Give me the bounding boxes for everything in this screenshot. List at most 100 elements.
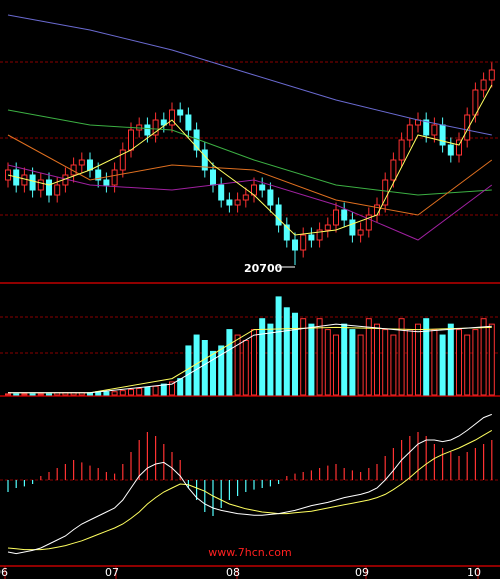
- volume-bar: [251, 329, 257, 396]
- volume-bar: [324, 329, 331, 396]
- candle-body: [292, 239, 298, 251]
- candle-body: [423, 119, 430, 136]
- candle-body: [201, 149, 208, 171]
- volume-bar: [447, 323, 454, 396]
- volume-bar: [242, 340, 249, 396]
- low-annotation: 20700: [244, 262, 283, 275]
- candle-body: [447, 144, 454, 156]
- volume-bar: [103, 391, 110, 396]
- candle-body: [210, 169, 216, 186]
- candle-body: [160, 119, 167, 126]
- volume-bar: [415, 323, 421, 396]
- candle-body: [439, 124, 446, 146]
- volume-bar: [210, 350, 216, 396]
- x-tick-label: 10: [467, 566, 481, 579]
- dea-line: [7, 429, 493, 551]
- candle-body: [152, 119, 159, 136]
- candle-body: [324, 224, 331, 231]
- volume-ma-line: [8, 323, 492, 394]
- volume-bar: [357, 334, 364, 396]
- volume-bar: [128, 389, 134, 396]
- candle-body: [111, 169, 118, 186]
- volume-bar: [29, 393, 36, 396]
- x-tick-label: 06: [0, 566, 8, 579]
- volume-bar: [382, 329, 389, 396]
- volume-bar: [431, 329, 438, 396]
- volume-bar: [136, 387, 143, 396]
- candle-body: [480, 79, 487, 91]
- candle-body: [242, 194, 249, 201]
- volume-bar: [308, 323, 315, 396]
- volume-bar: [21, 393, 28, 396]
- candle-body: [406, 124, 413, 141]
- candle-body: [431, 124, 438, 136]
- x-tick-label: 07: [105, 566, 119, 579]
- volume-bar: [5, 393, 11, 396]
- candle-body: [21, 174, 28, 186]
- candle-body: [333, 209, 339, 226]
- candle-body: [390, 159, 397, 181]
- candle-body: [275, 204, 282, 226]
- candle-body: [488, 69, 495, 81]
- volume-bar: [472, 329, 479, 396]
- candle-body: [464, 114, 471, 141]
- volume-bar: [275, 296, 282, 396]
- candle-body: [365, 214, 372, 231]
- x-tick-label: 09: [355, 566, 369, 579]
- candle-body: [177, 109, 184, 116]
- volume-bar: [300, 318, 307, 396]
- candle-body: [357, 229, 364, 236]
- volume-bar: [398, 318, 405, 396]
- candle-body: [300, 234, 307, 251]
- volume-bar: [423, 318, 430, 396]
- volume-bar: [218, 345, 225, 396]
- candle-body: [78, 159, 85, 166]
- volume-bar: [259, 318, 266, 396]
- ma-line: [7, 109, 492, 196]
- volume-bar: [341, 323, 348, 396]
- volume-bar: [13, 393, 20, 396]
- volume-bar: [226, 329, 233, 396]
- candle-body: [185, 114, 192, 131]
- volume-bar: [283, 307, 290, 396]
- ma-line: [7, 14, 492, 136]
- candle-body: [382, 179, 389, 206]
- volume-bar: [406, 329, 413, 396]
- volume-bar: [488, 323, 495, 396]
- volume-bar: [169, 381, 175, 396]
- volume-bar: [333, 334, 339, 396]
- candle-body: [456, 139, 462, 156]
- candle-body: [95, 169, 102, 181]
- candle-body: [218, 184, 225, 201]
- candle-body: [29, 174, 36, 191]
- candle-body: [308, 234, 315, 241]
- candle-body: [169, 109, 175, 126]
- watermark: www.7hcn.com: [208, 546, 291, 559]
- candle-body: [87, 159, 93, 171]
- volume-bar: [144, 386, 151, 396]
- candle-body: [54, 184, 61, 196]
- volume-bar: [390, 334, 397, 396]
- volume-bar: [37, 393, 44, 396]
- volume-bar: [267, 323, 274, 396]
- candle-body: [103, 179, 110, 186]
- volume-bar: [111, 391, 118, 396]
- candle-body: [259, 184, 266, 191]
- candle-body: [398, 139, 405, 161]
- ma-line: [7, 134, 493, 216]
- volume-bar: [177, 378, 184, 396]
- candle-body: [267, 189, 274, 206]
- volume-bar: [46, 393, 52, 396]
- x-tick-label: 08: [226, 566, 240, 579]
- candle-body: [374, 204, 380, 216]
- volume-bar: [316, 318, 323, 396]
- candle-body: [283, 224, 290, 241]
- volume-bar: [119, 390, 126, 396]
- volume-bar: [464, 334, 471, 396]
- volume-bar: [374, 323, 380, 396]
- volume-bar: [439, 334, 446, 396]
- candle-body: [128, 129, 134, 151]
- volume-bar: [160, 383, 167, 396]
